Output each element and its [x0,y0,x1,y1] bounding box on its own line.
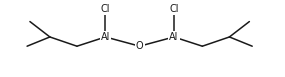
Text: Cl: Cl [101,4,110,14]
Text: Al: Al [101,32,110,42]
Text: Al: Al [169,32,178,42]
Text: Cl: Cl [169,4,179,14]
Text: O: O [136,41,143,51]
